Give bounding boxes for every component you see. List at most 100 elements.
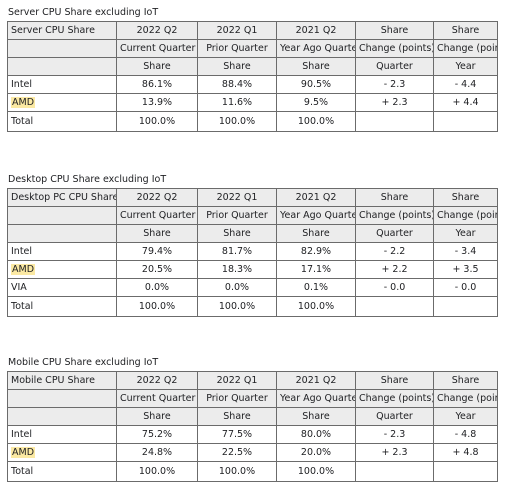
col-subheader: Current Quarter	[116, 389, 198, 408]
table-cell: 90.5%	[276, 75, 356, 94]
table-row-amd: AMD 20.5% 18.3% 17.1% + 2.2 + 3.5	[7, 260, 498, 279]
table-cell: 11.6%	[197, 93, 277, 112]
table-row-intel: Intel 79.4% 81.7% 82.9% - 2.2 - 3.4	[7, 242, 498, 261]
col-subheader: Year Ago Quarter	[276, 389, 356, 408]
col-header-prior-quarter: 2022 Q1	[197, 371, 277, 390]
row-label: AMD	[7, 260, 117, 279]
col-header-change-quarter: Share	[355, 188, 434, 207]
col-header-change-year: Share	[433, 188, 498, 207]
table-cell: 100.0%	[197, 111, 277, 132]
table-cell: - 4.4	[433, 75, 498, 94]
col-header-change-year: Share	[433, 21, 498, 40]
col-header-current-quarter: 2022 Q2	[116, 371, 198, 390]
header-row-3: Share Share Share Quarter Year	[7, 224, 498, 243]
table-cell: + 4.4	[433, 93, 498, 112]
table-cell: 82.9%	[276, 242, 356, 261]
col-subheader: Change (points)	[355, 206, 434, 225]
table-row-total: Total 100.0% 100.0% 100.0%	[7, 296, 498, 317]
header-row-2: Current Quarter Prior Quarter Year Ago Q…	[7, 206, 498, 225]
table-cell: 9.5%	[276, 93, 356, 112]
col-metric-label: Share	[197, 57, 277, 76]
col-header-current-quarter: 2022 Q2	[116, 21, 198, 40]
header-row-2: Current Quarter Prior Quarter Year Ago Q…	[7, 389, 498, 408]
header-row-1: Desktop PC CPU Share 2022 Q2 2022 Q1 202…	[7, 188, 498, 207]
table-row-total: Total 100.0% 100.0% 100.0%	[7, 461, 498, 482]
table-cell: 100.0%	[197, 296, 277, 317]
col-subheader: Current Quarter	[116, 39, 198, 58]
table-cell: 100.0%	[116, 111, 198, 132]
table-cell: 100.0%	[116, 461, 198, 482]
col-header-prior-quarter: 2022 Q1	[197, 21, 277, 40]
table-cell: 100.0%	[276, 296, 356, 317]
table-cell: - 2.3	[355, 75, 434, 94]
col-subheader: Prior Quarter	[197, 389, 277, 408]
col-metric-label: Year	[433, 224, 498, 243]
col-metric-label: Share	[276, 407, 356, 426]
table-row-via: VIA 0.0% 0.0% 0.1% - 0.0 - 0.0	[7, 278, 498, 297]
col-subheader: Change (points)	[433, 39, 498, 58]
table-cell: + 3.5	[433, 260, 498, 279]
col-subheader: Change (points)	[433, 206, 498, 225]
table-corner-label: Desktop PC CPU Share	[7, 188, 117, 207]
table-row-amd: AMD 13.9% 11.6% 9.5% + 2.3 + 4.4	[7, 93, 498, 112]
table-cell: 18.3%	[197, 260, 277, 279]
table-cell: 13.9%	[116, 93, 198, 112]
col-subheader: Change (points)	[433, 389, 498, 408]
col-metric-label: Share	[197, 407, 277, 426]
server-section-title: Server CPU Share excluding IoT	[8, 7, 159, 18]
table-cell	[355, 111, 434, 132]
table-cell: 81.7%	[197, 242, 277, 261]
table-cell: 24.8%	[116, 443, 198, 462]
col-metric-label: Year	[433, 57, 498, 76]
table-cell: 22.5%	[197, 443, 277, 462]
col-header-change-quarter: Share	[355, 21, 434, 40]
col-subheader: Prior Quarter	[197, 39, 277, 58]
table-cell: 100.0%	[276, 461, 356, 482]
row-label: VIA	[7, 278, 117, 297]
table-cell	[433, 296, 498, 317]
col-header-change-quarter: Share	[355, 371, 434, 390]
row-label: Total	[7, 461, 117, 482]
table-cell: 17.1%	[276, 260, 356, 279]
desktop-cpu-share-table: Desktop PC CPU Share 2022 Q2 2022 Q1 202…	[7, 188, 498, 317]
col-header-year-ago: 2021 Q2	[276, 371, 356, 390]
col-header-prior-quarter: 2022 Q1	[197, 188, 277, 207]
col-subheader: Year Ago Quarter	[276, 206, 356, 225]
table-cell: 88.4%	[197, 75, 277, 94]
table-cell: 100.0%	[197, 461, 277, 482]
table-cell: 0.0%	[116, 278, 198, 297]
table-cell: 75.2%	[116, 425, 198, 444]
table-cell	[433, 111, 498, 132]
table-cell	[433, 461, 498, 482]
col-header-year-ago: 2021 Q2	[276, 188, 356, 207]
table-row-total: Total 100.0% 100.0% 100.0%	[7, 111, 498, 132]
table-cell: 100.0%	[116, 296, 198, 317]
table-cell: 80.0%	[276, 425, 356, 444]
header-row-2: Current Quarter Prior Quarter Year Ago Q…	[7, 39, 498, 58]
table-cell: - 3.4	[433, 242, 498, 261]
col-metric-label: Share	[276, 224, 356, 243]
amd-highlight-label: AMD	[11, 446, 36, 458]
header-blank-cell	[7, 224, 117, 243]
table-cell: 86.1%	[116, 75, 198, 94]
amd-highlight-label: AMD	[11, 263, 36, 275]
table-cell: + 2.3	[355, 93, 434, 112]
row-label: Total	[7, 296, 117, 317]
server-cpu-share-table: Server CPU Share 2022 Q2 2022 Q1 2021 Q2…	[7, 21, 498, 132]
col-subheader: Current Quarter	[116, 206, 198, 225]
table-cell	[355, 461, 434, 482]
col-metric-label: Quarter	[355, 407, 434, 426]
desktop-section-title: Desktop CPU Share excluding IoT	[8, 174, 167, 185]
mobile-section-title: Mobile CPU Share excluding IoT	[8, 357, 159, 368]
col-subheader: Change (points)	[355, 39, 434, 58]
table-cell	[355, 296, 434, 317]
table-cell: 77.5%	[197, 425, 277, 444]
row-label: Total	[7, 111, 117, 132]
header-blank-cell	[7, 389, 117, 408]
col-subheader: Change (points)	[355, 389, 434, 408]
header-blank-cell	[7, 407, 117, 426]
table-cell: 0.1%	[276, 278, 356, 297]
header-row-3: Share Share Share Quarter Year	[7, 407, 498, 426]
col-header-year-ago: 2021 Q2	[276, 21, 356, 40]
table-row-intel: Intel 86.1% 88.4% 90.5% - 2.3 - 4.4	[7, 75, 498, 94]
